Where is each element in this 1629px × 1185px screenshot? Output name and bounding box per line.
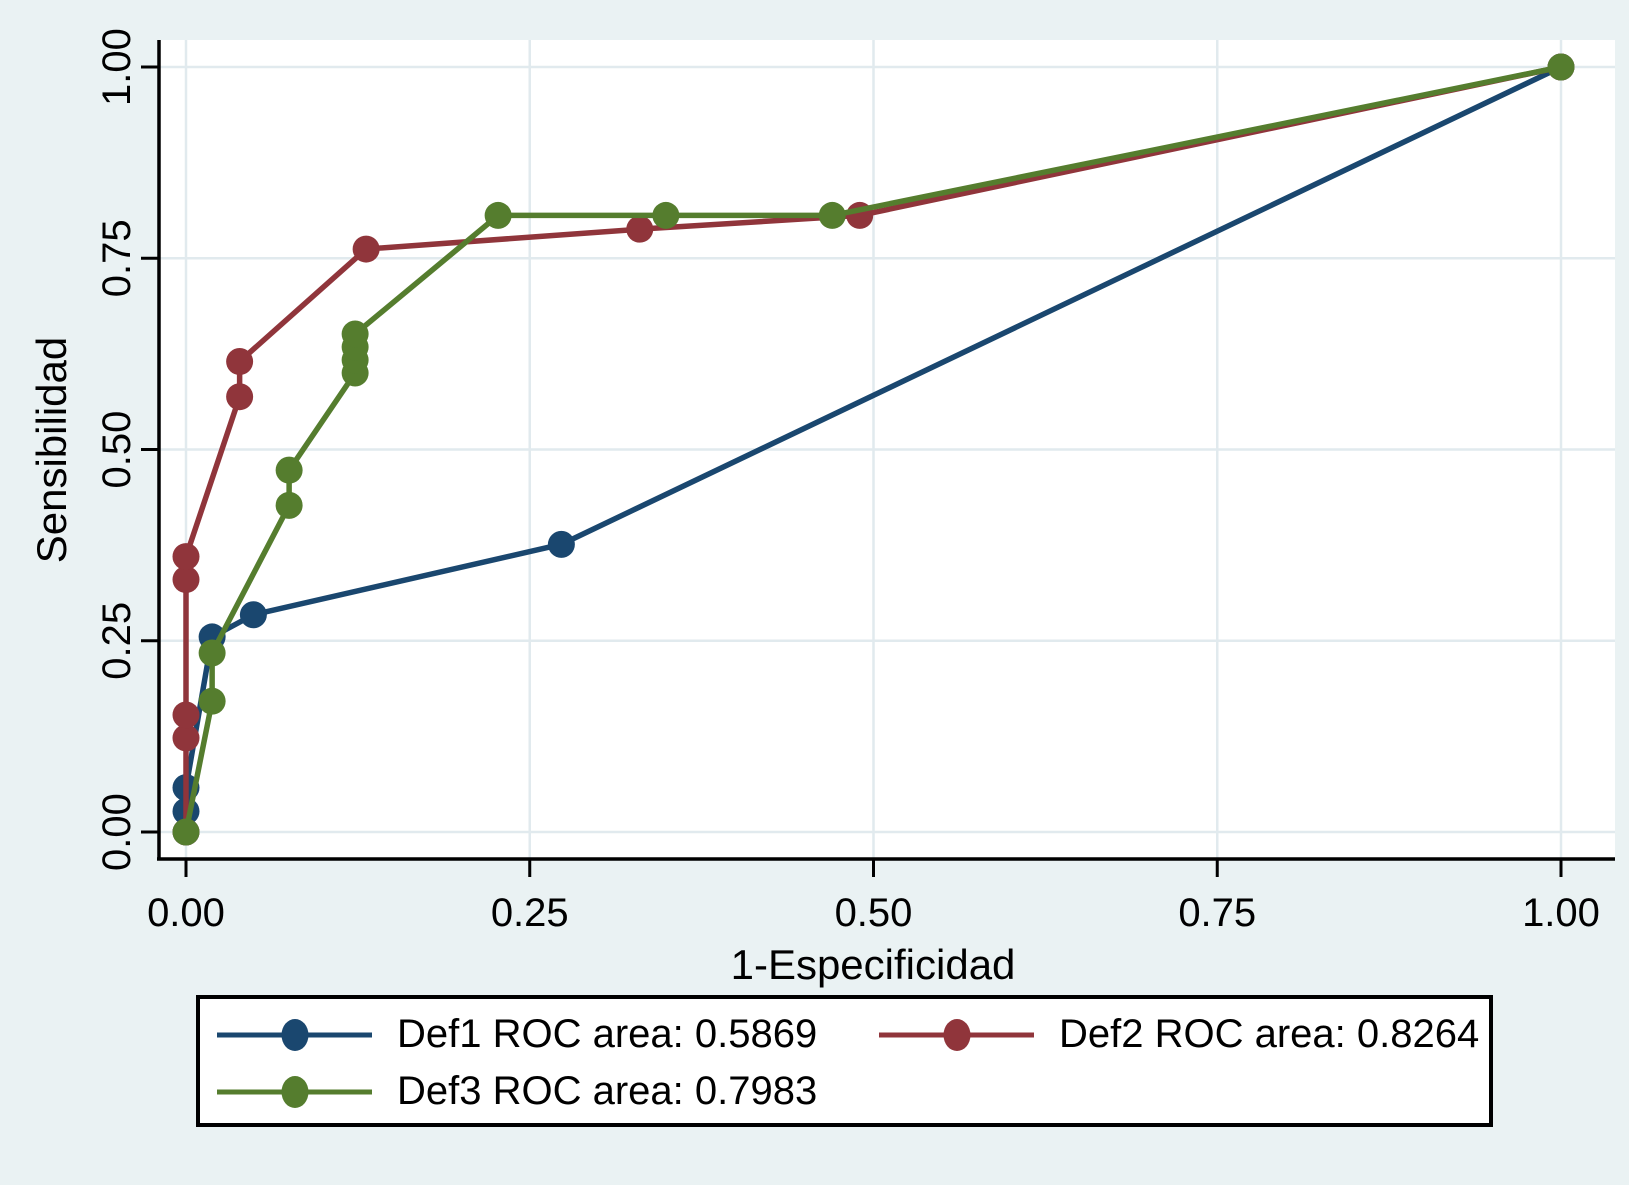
y-tick-label: 0.00 (95, 793, 139, 871)
data-point-def3 (818, 201, 846, 229)
legend-item-def2: Def2 ROC area: 0.8264 (879, 1006, 1489, 1063)
y-tick-label: 0.50 (95, 411, 139, 489)
data-point-def2 (352, 235, 380, 263)
data-point-def3 (341, 320, 369, 348)
y-tick-label: 0.75 (95, 219, 139, 297)
data-point-def2 (626, 215, 654, 243)
legend-marker-def1 (217, 1018, 372, 1051)
x-tick-label: 0.50 (835, 891, 913, 935)
x-tick-label: 0.00 (147, 891, 225, 935)
data-point-def3 (275, 491, 303, 519)
data-point-def3 (652, 201, 680, 229)
y-axis-title: Sensibilidad (28, 336, 75, 564)
legend: Def1 ROC area: 0.5869 Def2 ROC area: 0.8… (196, 995, 1493, 1127)
data-point-def2 (172, 724, 200, 752)
data-point-def2 (226, 383, 254, 411)
legend-label-def3: Def3 ROC area: 0.7983 (397, 1069, 818, 1113)
legend-item-def3: Def3 ROC area: 0.7983 (217, 1063, 879, 1120)
legend-label-def2: Def2 ROC area: 0.8264 (1059, 1012, 1480, 1056)
data-point-def1 (547, 530, 575, 558)
data-point-def2 (172, 566, 200, 594)
data-point-def3 (484, 201, 512, 229)
legend-item-def1: Def1 ROC area: 0.5869 (217, 1006, 879, 1063)
x-tick-label: 0.75 (1178, 891, 1256, 935)
legend-label-def1: Def1 ROC area: 0.5869 (397, 1012, 818, 1056)
legend-marker-def3 (217, 1075, 372, 1108)
data-point-def3 (198, 639, 226, 667)
data-point-def2 (226, 348, 254, 376)
data-point-def2 (172, 701, 200, 729)
series-dot-icon (281, 1075, 308, 1108)
series-dot-icon (943, 1018, 970, 1051)
x-tick-label: 1.00 (1522, 891, 1600, 935)
y-tick-label: 1.00 (95, 28, 139, 106)
data-point-def3 (198, 687, 226, 715)
legend-marker-def2 (879, 1018, 1034, 1051)
data-point-def3 (275, 456, 303, 484)
y-tick-label: 0.25 (95, 602, 139, 680)
data-point-def2 (172, 543, 200, 571)
x-tick-label: 0.25 (491, 891, 569, 935)
data-point-def1 (239, 601, 267, 629)
data-point-def3 (172, 818, 200, 846)
data-point-def3 (1547, 53, 1575, 81)
x-axis-title: 1-Especificidad (730, 941, 1016, 988)
series-dot-icon (281, 1018, 308, 1051)
